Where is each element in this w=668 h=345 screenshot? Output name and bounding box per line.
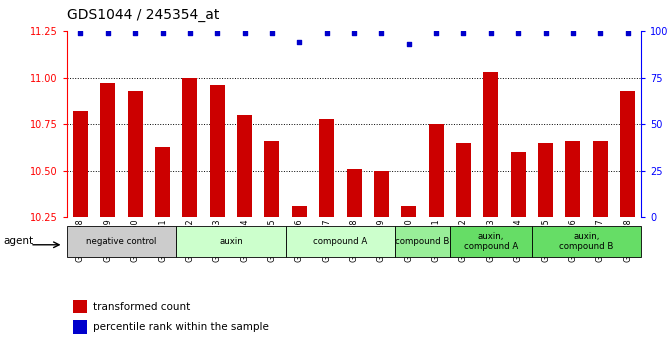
Point [486, 30, 496, 36]
Bar [286, 226, 395, 257]
Point [130, 30, 140, 36]
Bar [265, 141, 279, 217]
Bar [237, 115, 252, 217]
Bar [538, 143, 553, 217]
Bar [73, 320, 87, 334]
Bar [532, 226, 641, 257]
Bar [292, 206, 307, 217]
Point [403, 41, 414, 47]
Point [239, 30, 250, 36]
Bar [456, 143, 471, 217]
Point [75, 30, 86, 36]
Bar [210, 85, 224, 217]
Text: compound A: compound A [313, 237, 367, 246]
Bar [67, 226, 176, 257]
Point [513, 30, 524, 36]
Bar [395, 226, 450, 257]
Bar [429, 124, 444, 217]
Text: compound B: compound B [395, 237, 450, 246]
Bar [593, 141, 608, 217]
Text: auxin,
compound A: auxin, compound A [464, 232, 518, 251]
Point [458, 30, 469, 36]
Bar [510, 152, 526, 217]
Point [184, 30, 195, 36]
Text: auxin,
compound B: auxin, compound B [559, 232, 614, 251]
Point [294, 39, 305, 45]
Point [212, 30, 222, 36]
Point [595, 30, 606, 36]
Text: negative control: negative control [86, 237, 157, 246]
Bar [484, 72, 498, 217]
Point [376, 30, 387, 36]
Bar [347, 169, 361, 217]
Bar [374, 171, 389, 217]
Point [349, 30, 359, 36]
Point [540, 30, 551, 36]
Point [623, 30, 633, 36]
Text: agent: agent [3, 237, 33, 246]
Point [431, 30, 442, 36]
Bar [100, 83, 116, 217]
Point [267, 30, 277, 36]
Text: transformed count: transformed count [93, 302, 190, 312]
Bar [73, 111, 88, 217]
Bar [155, 147, 170, 217]
Bar [73, 300, 87, 313]
Bar [319, 119, 334, 217]
Point [102, 30, 113, 36]
Bar [401, 206, 416, 217]
Bar [176, 226, 286, 257]
Bar [450, 226, 532, 257]
Bar [620, 91, 635, 217]
Text: auxin: auxin [219, 237, 242, 246]
Point [568, 30, 578, 36]
Bar [128, 91, 143, 217]
Text: percentile rank within the sample: percentile rank within the sample [93, 322, 269, 332]
Text: GDS1044 / 245354_at: GDS1044 / 245354_at [67, 8, 219, 22]
Point [321, 30, 332, 36]
Point [157, 30, 168, 36]
Bar [565, 141, 580, 217]
Bar [182, 78, 198, 217]
